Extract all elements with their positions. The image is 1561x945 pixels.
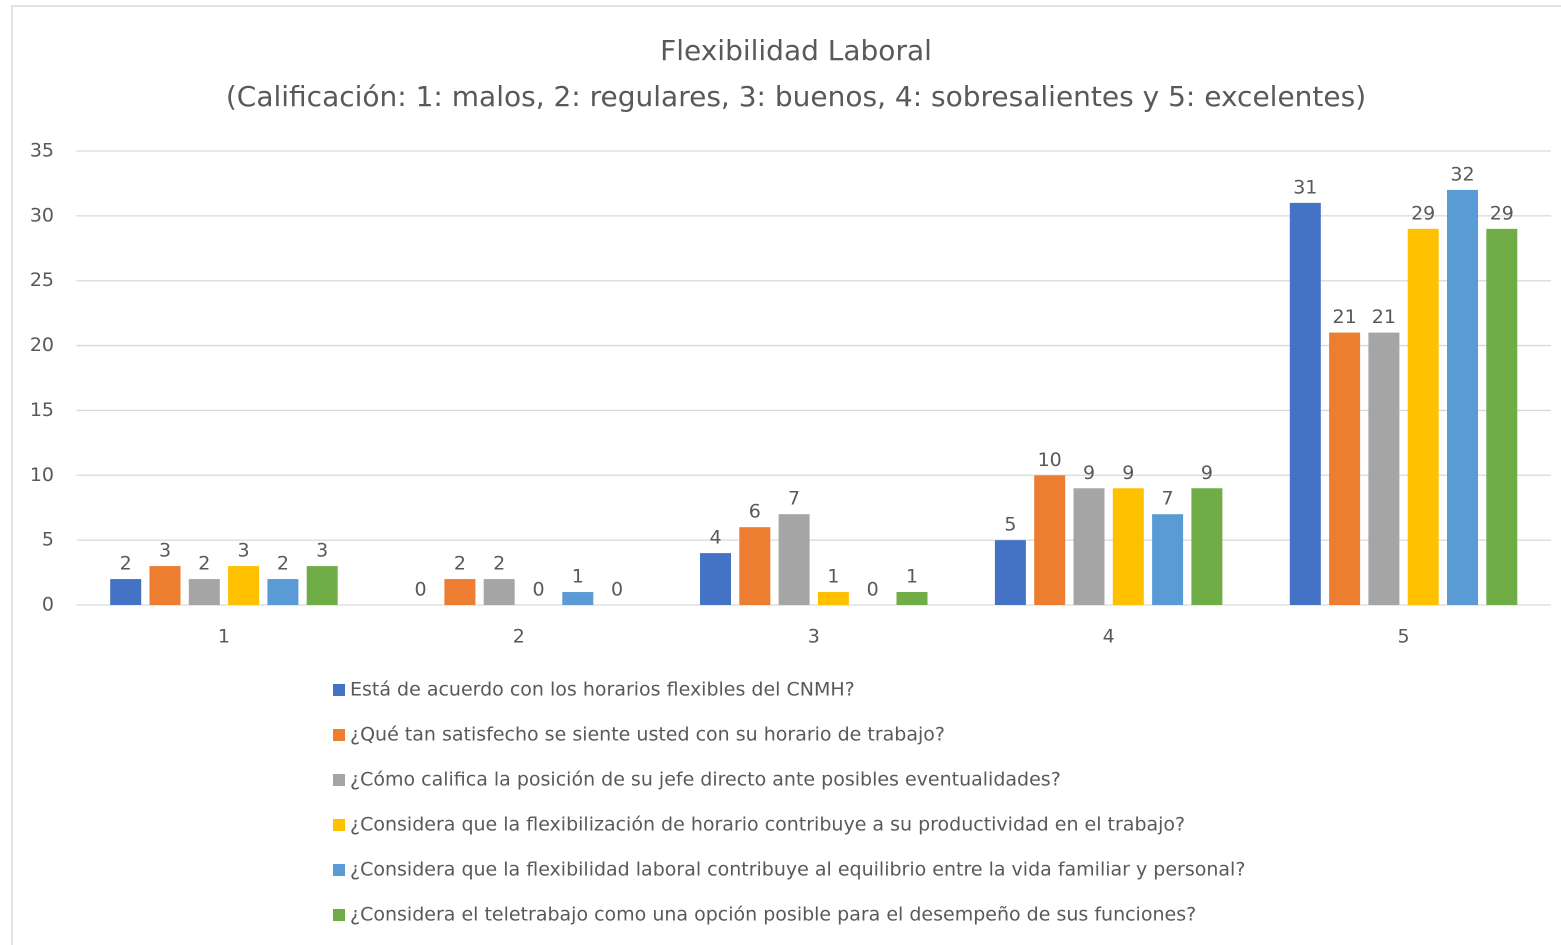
data-label: 1	[906, 566, 918, 588]
y-tick-label: 35	[30, 140, 54, 162]
bar	[1447, 189, 1478, 605]
data-label: 2	[198, 553, 210, 575]
x-tick-label: 5	[1398, 626, 1410, 648]
bar	[1289, 202, 1321, 605]
data-label: 32	[1450, 163, 1474, 185]
data-label: 3	[159, 540, 171, 562]
data-label: 1	[827, 566, 839, 588]
chart-subtitle: (Calificación: 1: malos, 2: regulares, 3…	[226, 80, 1366, 113]
bar	[1368, 332, 1400, 605]
data-label: 3	[238, 540, 250, 562]
y-tick-label: 20	[30, 334, 54, 356]
data-label: 9	[1083, 462, 1095, 484]
data-label: 1	[572, 566, 584, 588]
bar	[739, 527, 771, 605]
y-tick-label: 25	[30, 269, 54, 291]
bar	[817, 592, 849, 605]
bar	[1329, 332, 1361, 605]
legend-swatch	[333, 819, 345, 831]
x-tick-label: 2	[513, 626, 525, 648]
bar	[1191, 488, 1223, 605]
data-label: 7	[788, 488, 800, 510]
data-label: 7	[1162, 488, 1174, 510]
x-tick-label: 3	[808, 626, 820, 648]
y-tick-label: 30	[30, 204, 54, 226]
x-tick-label: 4	[1103, 626, 1115, 648]
bar	[1034, 475, 1066, 605]
bar	[1073, 488, 1105, 605]
data-label: 9	[1122, 462, 1134, 484]
data-label: 5	[1004, 514, 1016, 536]
bar	[188, 579, 220, 605]
data-label: 29	[1411, 202, 1435, 224]
bar	[1486, 228, 1518, 606]
x-tick-label: 1	[218, 626, 230, 648]
y-tick-label: 5	[42, 529, 54, 551]
bar	[1152, 514, 1184, 605]
data-label: 21	[1333, 306, 1357, 328]
bar	[1407, 228, 1439, 606]
y-tick-label: 10	[30, 464, 54, 486]
bar	[306, 566, 338, 605]
data-label: 2	[120, 553, 132, 575]
bar	[1112, 488, 1144, 605]
legend-swatch	[333, 864, 345, 876]
data-label: 0	[867, 579, 879, 601]
bar	[110, 579, 142, 605]
legend-swatch	[333, 684, 345, 696]
data-label: 4	[709, 527, 721, 549]
legend-label: ¿Considera que la flexibilidad laboral c…	[350, 859, 1245, 881]
data-label: 6	[749, 501, 761, 523]
legend-swatch	[333, 729, 345, 741]
chart-title: Flexibilidad Laboral	[660, 34, 932, 67]
legend-swatch	[333, 774, 345, 786]
bar	[994, 540, 1026, 605]
y-tick-label: 15	[30, 399, 54, 421]
bar	[483, 579, 515, 605]
data-label: 29	[1490, 202, 1514, 224]
legend-label: ¿Cómo califica la posición de su jefe di…	[350, 769, 1061, 791]
bar	[778, 514, 810, 605]
legend-label: ¿Qué tan satisfecho se siente usted con …	[350, 724, 945, 746]
legend-label: ¿Considera el teletrabajo como una opció…	[350, 904, 1196, 926]
data-label: 9	[1201, 462, 1213, 484]
data-label: 2	[454, 553, 466, 575]
data-label: 21	[1372, 306, 1396, 328]
bar	[444, 579, 476, 605]
data-label: 0	[415, 579, 427, 601]
data-label: 10	[1038, 449, 1062, 471]
bar	[228, 566, 260, 605]
data-label: 0	[611, 579, 623, 601]
legend-label: ¿Considera que la flexibilización de hor…	[350, 814, 1185, 836]
bar	[700, 553, 731, 605]
y-tick-label: 0	[42, 594, 54, 616]
data-label: 31	[1293, 176, 1317, 198]
bar	[562, 592, 594, 605]
bar	[267, 579, 299, 605]
legend-swatch	[333, 909, 345, 921]
legend-label: Está de acuerdo con los horarios flexibl…	[350, 679, 855, 701]
data-label: 3	[316, 540, 328, 562]
bar	[896, 592, 928, 605]
data-label: 2	[277, 553, 289, 575]
bar	[149, 566, 181, 605]
data-label: 0	[532, 579, 544, 601]
data-label: 2	[493, 553, 505, 575]
